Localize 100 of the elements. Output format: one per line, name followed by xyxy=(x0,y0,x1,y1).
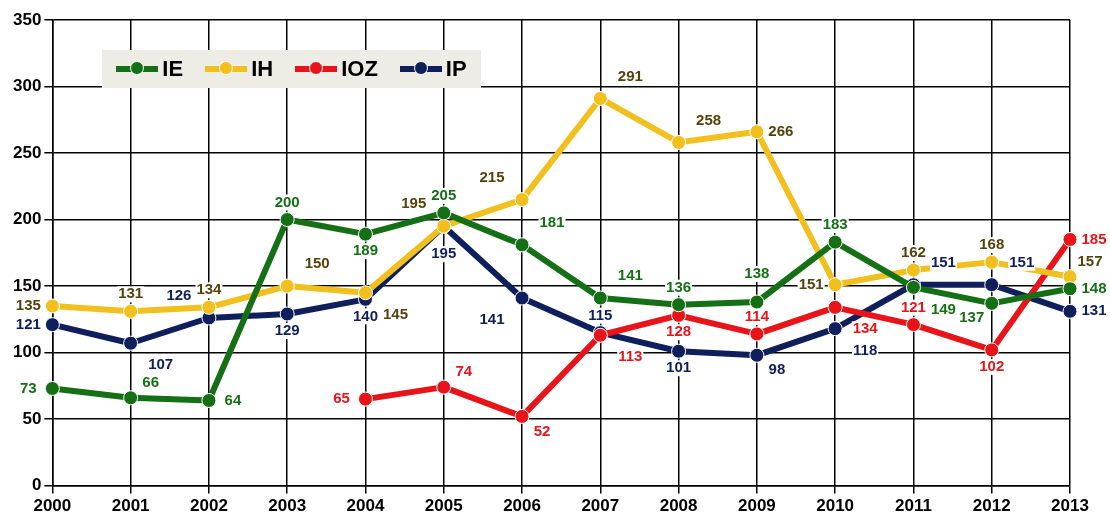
point xyxy=(671,343,687,359)
data-label: 141 xyxy=(479,310,505,328)
data-label: 134 xyxy=(852,319,879,337)
point xyxy=(749,294,765,310)
point xyxy=(514,290,530,306)
data-label: 189 xyxy=(352,241,378,259)
point xyxy=(357,285,373,301)
data-label: 291 xyxy=(617,66,643,84)
point xyxy=(749,124,765,140)
point xyxy=(201,392,217,408)
data-label: 183 xyxy=(822,215,848,233)
point xyxy=(279,212,295,228)
x-tick-label: 2008 xyxy=(659,496,698,516)
data-label: 258 xyxy=(696,110,722,128)
point xyxy=(436,205,452,221)
data-label: 162 xyxy=(900,243,926,261)
data-label: 114 xyxy=(744,307,770,325)
data-label: 102 xyxy=(979,357,1005,375)
point xyxy=(123,390,139,406)
data-label: 74 xyxy=(455,362,473,380)
data-label: 121 xyxy=(900,297,926,315)
data-label: 140 xyxy=(352,306,378,324)
data-label: 145 xyxy=(382,304,408,322)
data-label: 137 xyxy=(959,308,985,326)
legend-label: IP xyxy=(445,56,467,82)
data-label: 65 xyxy=(333,389,350,407)
point xyxy=(905,317,921,333)
data-label: 64 xyxy=(224,390,242,408)
y-tick-label: 100 xyxy=(12,342,42,362)
point xyxy=(749,326,765,342)
x-tick-label: 2009 xyxy=(737,496,776,516)
x-tick-label: 2005 xyxy=(424,496,463,516)
point xyxy=(201,299,217,315)
point xyxy=(514,408,530,424)
data-label: 215 xyxy=(479,167,505,185)
data-label: 150 xyxy=(304,254,330,272)
data-label: 118 xyxy=(853,340,878,358)
data-label: 73 xyxy=(20,378,37,396)
x-tick-label: 2003 xyxy=(268,496,307,516)
point xyxy=(592,290,608,306)
point xyxy=(1062,303,1078,319)
data-label: 205 xyxy=(431,186,457,204)
data-label: 66 xyxy=(142,372,159,390)
y-tick-label: 250 xyxy=(12,142,42,162)
point xyxy=(44,380,60,396)
point xyxy=(357,391,373,407)
point xyxy=(279,278,295,294)
point xyxy=(357,226,373,242)
data-label: 113 xyxy=(618,347,643,365)
data-label: 121 xyxy=(15,314,41,332)
data-label: 168 xyxy=(979,235,1005,253)
point xyxy=(827,321,843,337)
data-label: 195 xyxy=(431,244,457,262)
point xyxy=(123,335,139,351)
data-label: 126 xyxy=(166,286,192,304)
x-tick-label: 2006 xyxy=(503,496,541,516)
point xyxy=(1062,232,1078,247)
data-label: 266 xyxy=(768,121,794,139)
point xyxy=(984,295,1000,311)
y-tick-label: 50 xyxy=(22,408,42,428)
data-label: 138 xyxy=(744,264,770,282)
x-tick-label: 2013 xyxy=(1051,496,1089,516)
point xyxy=(44,317,60,333)
point xyxy=(1062,281,1078,297)
data-label: 135 xyxy=(15,296,41,314)
point xyxy=(827,299,843,315)
data-label: 101 xyxy=(666,358,692,376)
data-label: 148 xyxy=(1081,278,1107,296)
y-tick-label: 200 xyxy=(12,209,42,229)
point xyxy=(984,254,1000,270)
data-label: 134 xyxy=(196,280,223,298)
data-label: 200 xyxy=(274,192,300,210)
data-label: 149 xyxy=(930,299,956,317)
x-tick-label: 2011 xyxy=(895,496,932,516)
data-label: 128 xyxy=(666,322,692,340)
data-label: 107 xyxy=(148,355,174,373)
point xyxy=(671,297,687,313)
legend-label: IE xyxy=(162,56,184,82)
x-tick-label: 2001 xyxy=(111,496,150,516)
point xyxy=(671,134,687,150)
data-label: 195 xyxy=(401,194,427,212)
legend-label: IOZ xyxy=(341,56,378,82)
point xyxy=(592,90,608,106)
point xyxy=(514,192,530,208)
x-tick-label: 2010 xyxy=(816,496,855,516)
data-label: 131 xyxy=(118,284,144,302)
point xyxy=(279,306,295,322)
data-label: 129 xyxy=(274,321,300,339)
data-label: 151 xyxy=(1009,252,1035,270)
point xyxy=(123,303,139,319)
x-tick-label: 2012 xyxy=(972,496,1011,516)
legend-label: IH xyxy=(251,56,274,82)
data-label: 98 xyxy=(768,360,786,378)
data-label: 157 xyxy=(1077,251,1103,269)
data-label: 52 xyxy=(533,421,551,439)
point xyxy=(984,342,1000,358)
point xyxy=(514,237,530,253)
data-label: 185 xyxy=(1081,229,1107,247)
data-label: 181 xyxy=(539,212,565,230)
data-label: 141 xyxy=(617,266,643,284)
